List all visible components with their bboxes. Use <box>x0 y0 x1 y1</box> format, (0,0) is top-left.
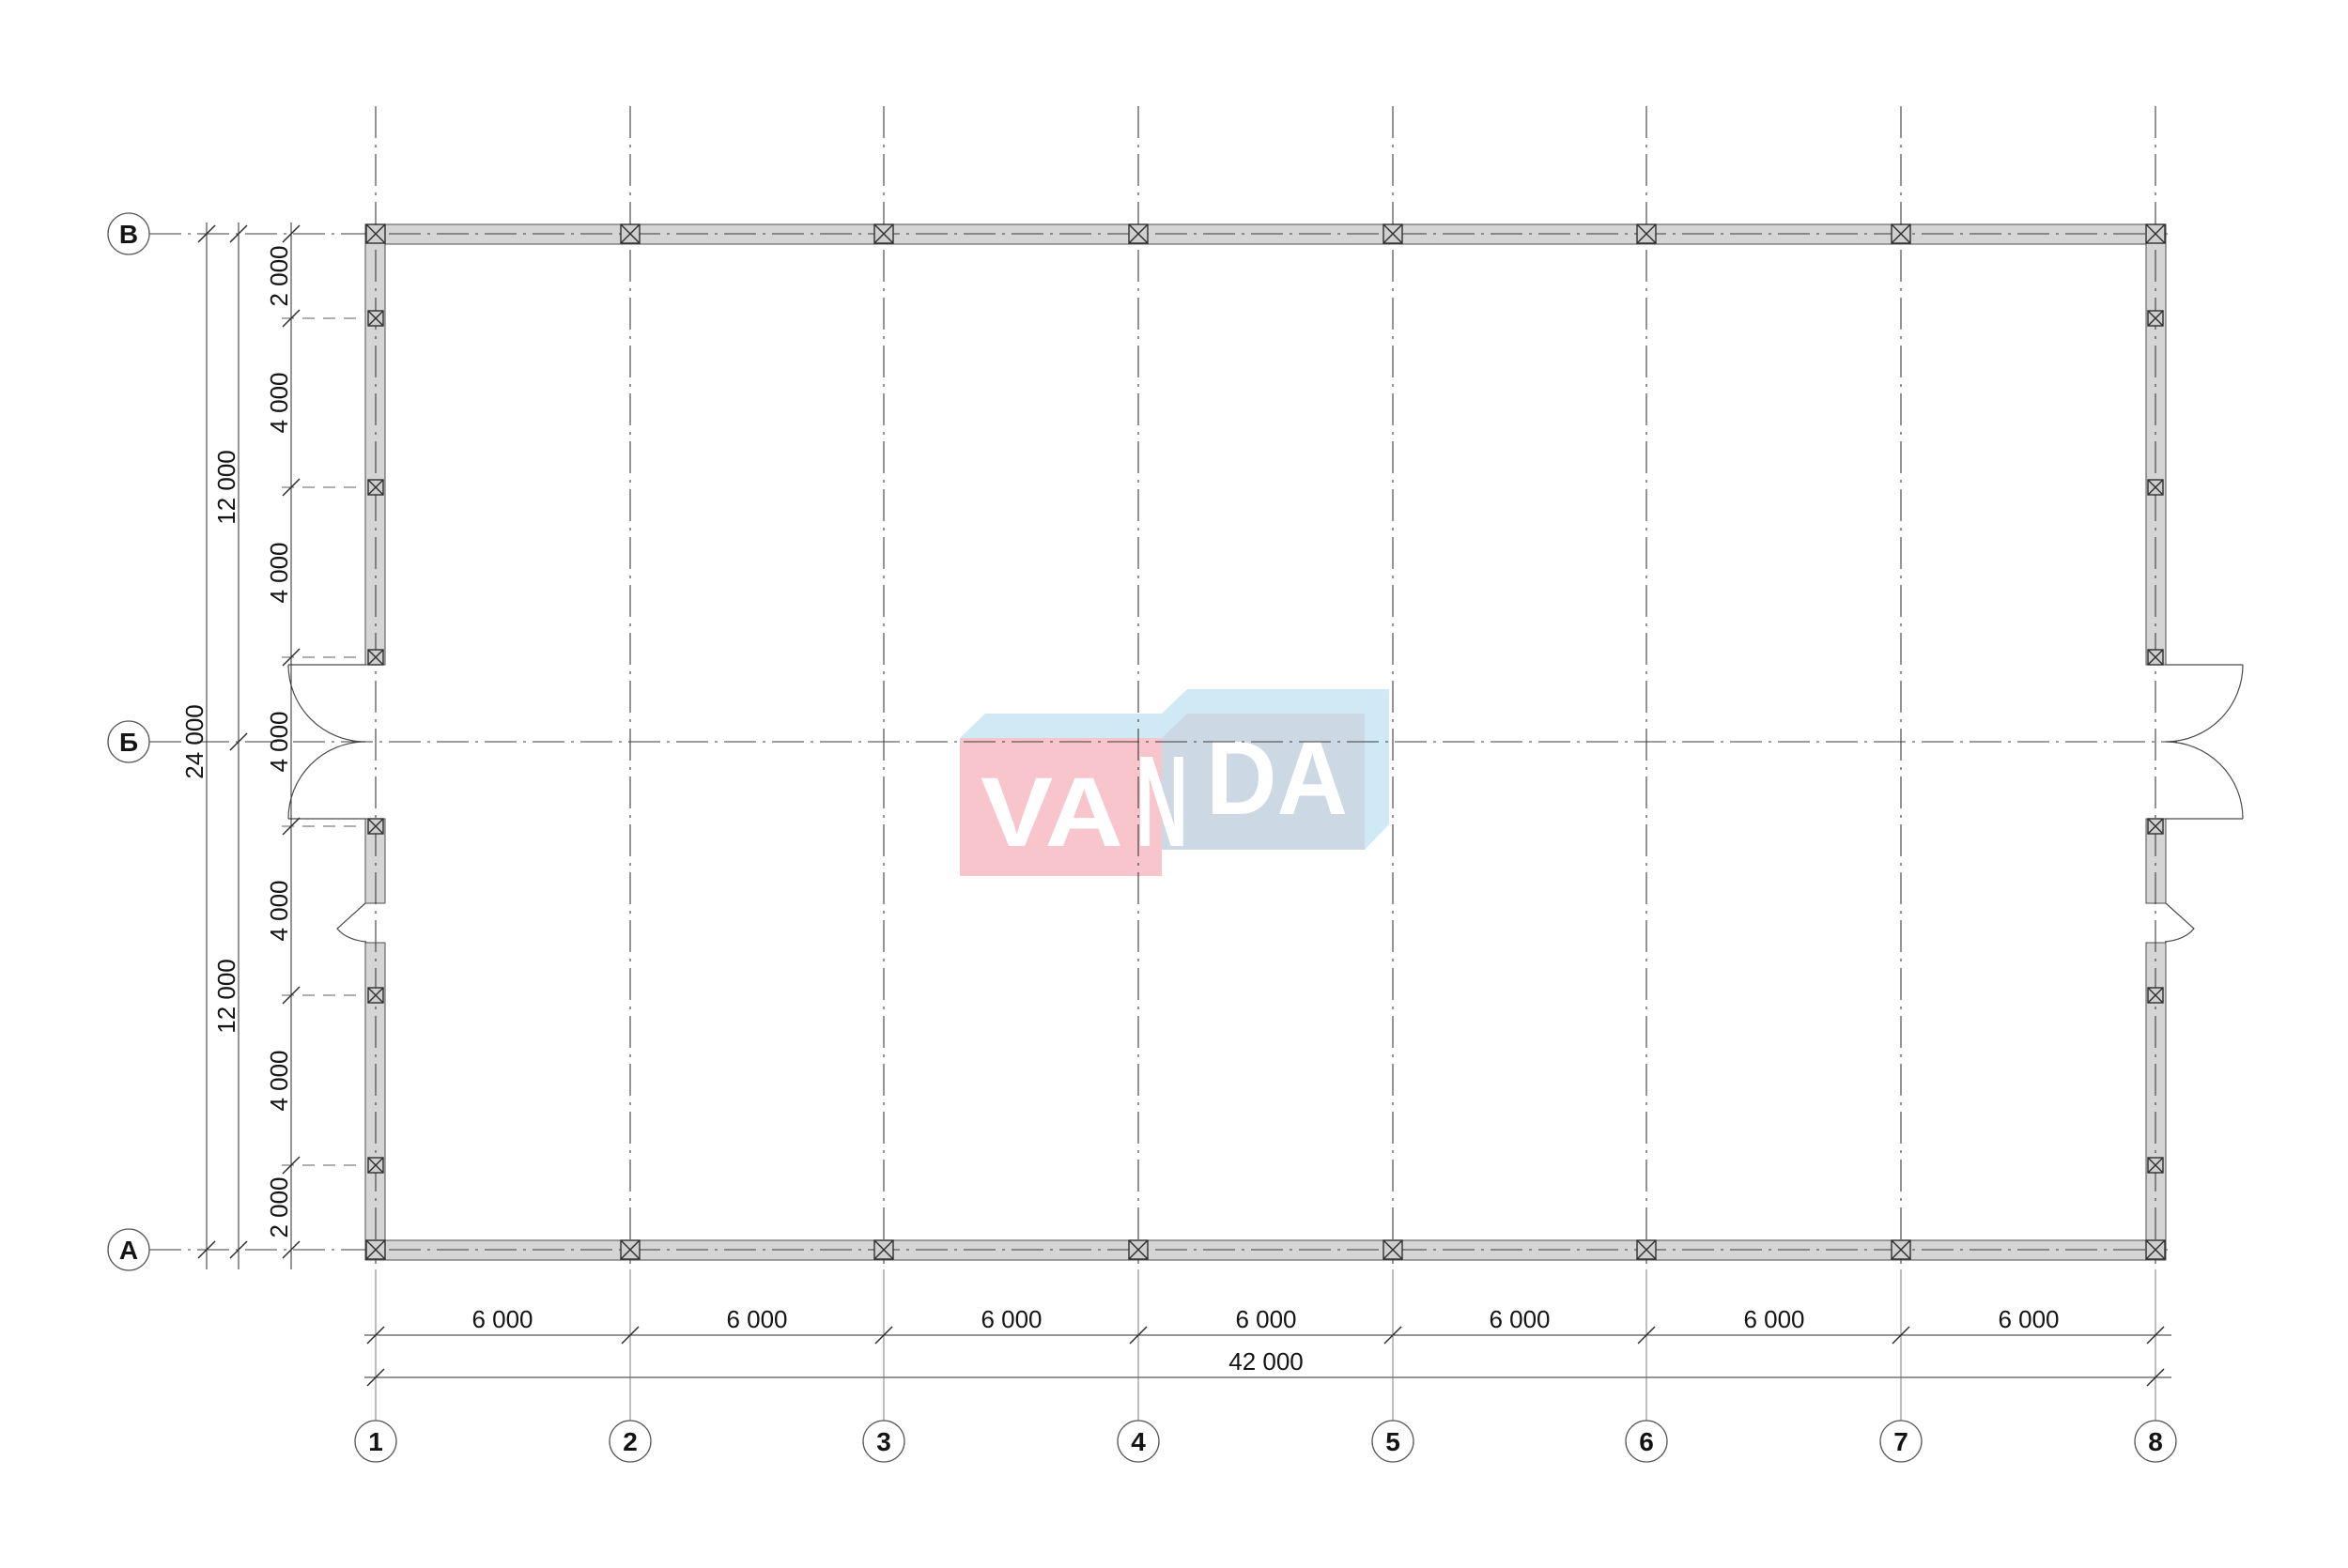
door-right-double <box>2165 664 2244 820</box>
axis-bubble-label: 7 <box>1893 1427 1908 1456</box>
row-axis-bubbles: В Б А <box>107 212 150 1271</box>
dim-label: 6 000 <box>1489 1305 1550 1333</box>
extension-lines-bottom <box>375 1269 2156 1421</box>
dim-label: 12 000 <box>212 959 240 1034</box>
logo-right-box-front-face <box>1162 714 1365 850</box>
axis-bubble-label: Б <box>119 728 138 757</box>
dim-label: 6 000 <box>1998 1305 2059 1333</box>
logo-left-box-front-face <box>960 738 1162 876</box>
watermark-text-da: DA <box>1206 720 1348 837</box>
axis-bubble-col-4 <box>1117 1420 1160 1463</box>
axis-grid-lines <box>149 106 2177 1264</box>
dim-label: 6 000 <box>1743 1305 1804 1333</box>
axis-bubble-label: 2 <box>623 1427 638 1456</box>
door-left-double <box>287 664 366 820</box>
axis-bubble-label: 6 <box>1639 1427 1654 1456</box>
watermark-text-va: VA <box>981 758 1123 868</box>
door-right-small <box>2164 902 2195 943</box>
axis-bubble-label: А <box>119 1236 138 1265</box>
dim-label: 6 000 <box>471 1305 533 1333</box>
left-dimension-labels: 2 000 4 000 4 000 4 000 4 000 4 000 2 00… <box>180 245 293 1237</box>
watermark-logo: VA N DA <box>960 689 1389 876</box>
axis-bubble-col-5 <box>1371 1420 1414 1463</box>
axis-bubble-label: 3 <box>876 1427 891 1456</box>
axis-bubble-label: В <box>119 220 138 249</box>
dim-label: 4 000 <box>265 711 293 772</box>
axis-bubble-row-v <box>107 212 150 255</box>
dim-label: 6 000 <box>981 1305 1042 1333</box>
col-axis-bubbles: 1 2 3 4 5 6 7 8 <box>354 1420 2177 1463</box>
axis-bubble-row-b <box>107 720 150 763</box>
axis-bubble-col-8 <box>2134 1420 2177 1463</box>
axis-bubble-col-1 <box>354 1420 397 1463</box>
axis-bubble-col-6 <box>1625 1420 1668 1463</box>
dim-label: 4 000 <box>265 880 293 941</box>
logo-right-box-top-face <box>1162 689 1389 714</box>
dim-label: 4 000 <box>265 542 293 603</box>
bottom-dimension-labels: 6 000 6 000 6 000 6 000 6 000 6 000 6 00… <box>471 1305 2059 1376</box>
axis-bubble-col-3 <box>862 1420 905 1463</box>
dim-label: 2 000 <box>265 1176 293 1237</box>
axis-bubble-label: 5 <box>1385 1427 1400 1456</box>
dim-label: 12 000 <box>212 450 240 525</box>
extension-lines-left <box>282 317 364 1166</box>
dim-label-total-vertical: 24 000 <box>180 704 209 779</box>
logo-right-box-side-face <box>1365 689 1389 850</box>
watermark-text-n: N <box>1135 730 1188 874</box>
door-left-small <box>336 902 367 943</box>
axis-bubble-label: 4 <box>1131 1427 1146 1456</box>
dim-label-total-horizontal: 42 000 <box>1228 1347 1304 1376</box>
axis-bubble-label: 1 <box>368 1427 383 1456</box>
axis-bubble-row-a <box>107 1228 150 1271</box>
dimension-lines <box>206 223 2171 1378</box>
axis-bubble-label: 8 <box>2148 1427 2163 1456</box>
dim-label: 6 000 <box>1235 1305 1296 1333</box>
axis-bubble-col-2 <box>609 1420 652 1463</box>
logo-left-box-top-face <box>960 714 1187 738</box>
dim-label: 6 000 <box>726 1305 787 1333</box>
dim-label: 2 000 <box>265 245 293 306</box>
dim-label: 4 000 <box>265 1050 293 1111</box>
dim-label: 4 000 <box>265 372 293 433</box>
axis-bubble-col-7 <box>1879 1420 1923 1463</box>
